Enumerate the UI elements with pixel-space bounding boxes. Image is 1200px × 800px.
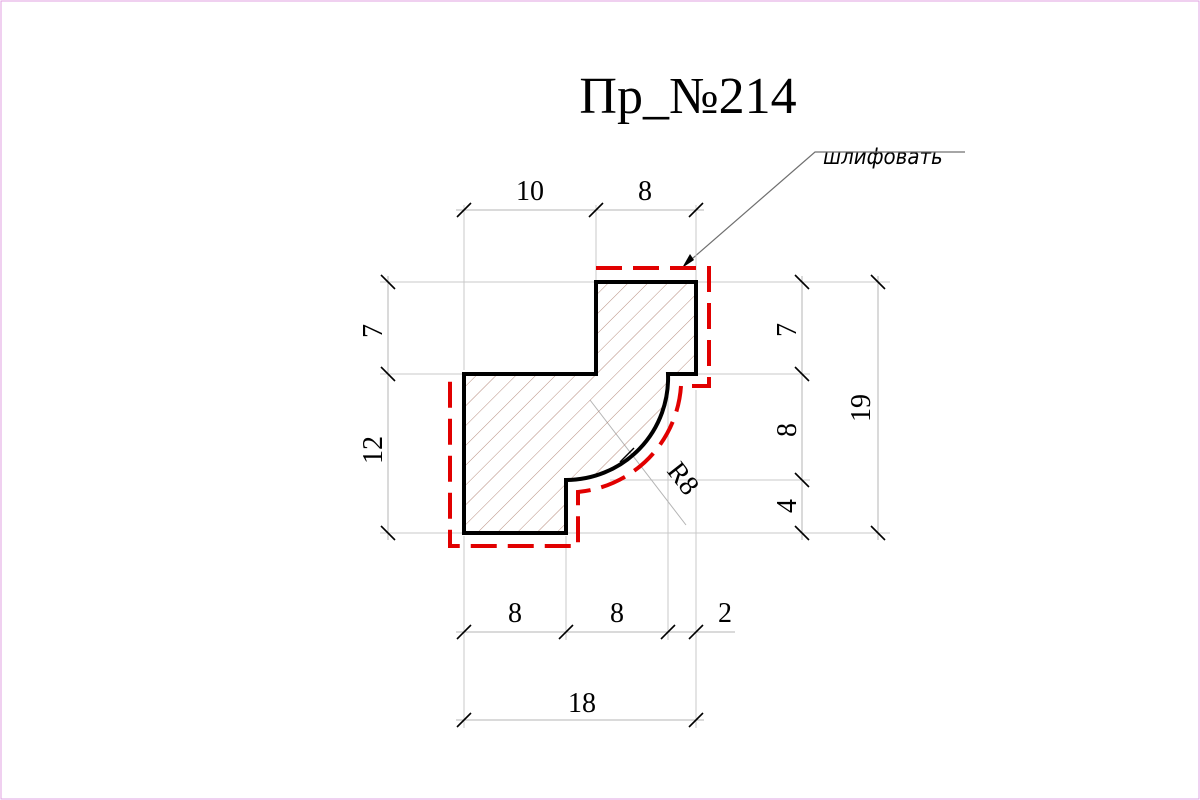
note-leader-line xyxy=(684,151,965,266)
dim-right-lower: 4 xyxy=(772,499,803,513)
dim-left-lower: 12 xyxy=(358,436,389,464)
dim-top-right: 8 xyxy=(638,176,652,207)
dim-radius: R8 xyxy=(660,456,705,501)
dim-left-upper: 7 xyxy=(358,324,389,338)
profile-hatch xyxy=(464,282,696,533)
profile-outline xyxy=(462,280,698,535)
grinding-note: шлифовать xyxy=(823,145,943,170)
dim-bottom-3: 2 xyxy=(718,598,732,629)
drawing-title: Пр_№214 xyxy=(579,68,796,125)
dim-bottom-2: 8 xyxy=(610,598,624,629)
dim-bottom-1: 8 xyxy=(508,598,522,629)
grinding-line xyxy=(448,266,711,548)
dim-right-total: 19 xyxy=(846,394,877,422)
leader-arrow xyxy=(682,254,694,268)
dim-top-left: 10 xyxy=(516,176,544,207)
dim-right-upper: 7 xyxy=(772,323,803,337)
dim-right-middle: 8 xyxy=(772,423,803,437)
dim-bottom-total: 18 xyxy=(568,688,596,719)
radius-marker xyxy=(619,447,635,463)
dimension-lines xyxy=(387,209,879,721)
dimension-ticks xyxy=(380,202,886,728)
